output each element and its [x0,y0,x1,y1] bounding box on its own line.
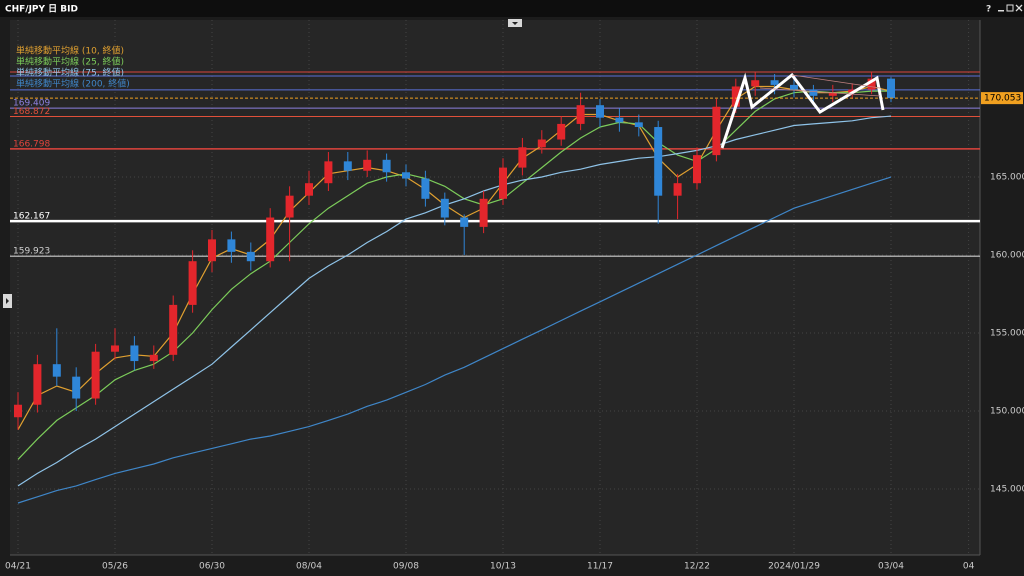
candle-body [208,239,216,262]
last-price-tag [981,92,1023,105]
candle-body [305,183,313,196]
x-tick-label: 06/30 [199,562,225,572]
x-tick-label: 04 [963,562,975,572]
candle-body [130,345,139,362]
candle-body [111,345,119,352]
candle-body [673,183,682,196]
candle-body [693,155,701,184]
y-tick-label: 155.000 [990,328,1024,338]
collapse-arrow [512,22,518,25]
candle-body [499,167,507,199]
candle-body [149,354,158,362]
candle-body [343,161,352,171]
candle-body [712,106,721,156]
x-tick-label: 05/26 [102,562,128,572]
candle-body [731,86,740,107]
candle-body [479,198,488,227]
candle-body [246,251,255,262]
price-line-label: 169.409 [13,99,50,109]
candle-body [72,376,81,399]
side-arrow [6,298,9,304]
ma-line [17,176,892,504]
ma-line [17,115,892,487]
candle-body [285,195,294,218]
candle-body [537,139,546,148]
legend-entry: 単純移動平均線 (25, 終値) [16,56,124,68]
candle-body [324,161,333,184]
ma-line [17,90,891,460]
x-tick-label: 04/21 [5,562,31,572]
price-line-label: 166.798 [13,139,50,149]
candle-body [227,239,236,252]
legend-entry: 単純移動平均線 (200, 終値) [16,78,130,90]
x-tick-label: 09/08 [393,562,419,572]
x-tick-label: 10/13 [490,562,516,572]
candle-body [615,117,624,123]
candle-body [596,105,604,118]
plot-area [10,20,980,555]
candle-body [188,261,197,305]
last-price-label: 170.053 [984,94,1021,104]
candle-body [828,92,837,96]
y-tick-label: 150.000 [990,406,1024,416]
price-line-label: 162.167 [13,212,50,222]
y-tick-label: 160.000 [990,250,1024,260]
price-line-label: 159.923 [13,247,50,257]
close-button[interactable] [1015,4,1023,12]
x-tick-label: 08/04 [296,562,322,572]
candle-body [402,172,410,179]
legend-entry: 単純移動平均線 (75, 終値) [16,67,124,79]
candle-body [518,147,527,168]
candle-body [440,198,449,218]
trend-annotation [759,74,881,97]
candle-body [169,304,178,355]
window-title: CHF/JPY 日 BID [5,4,78,15]
candle-body [809,89,818,96]
candle-body [33,364,42,405]
y-tick-label: 165.000 [990,172,1024,182]
candle-body [576,105,585,124]
candle-body [887,78,895,99]
plot-layers: 145.000 150.000 155.000 160.000 165.000 04/21… [5,20,1024,572]
candle-body [654,127,663,196]
candle-body [52,364,61,377]
x-tick-label: 03/04 [878,562,904,572]
candle-body [14,404,22,418]
candle-body [421,178,430,199]
candle-body [91,351,100,399]
help-button[interactable]: ? [986,5,991,15]
candle-body [790,84,798,90]
x-tick-label: 2024/01/29 [768,562,820,572]
x-tick-label: 12/22 [684,562,710,572]
minimize-button[interactable] [998,10,1004,12]
x-tick-label: 11/17 [587,562,613,572]
candle-body [363,159,372,171]
candle-body [867,78,876,90]
candle-body [382,159,391,173]
price-line-label: 168.872 [13,107,50,117]
candle-body [460,217,469,227]
legend-entry: 単純移動平均線 (10, 終値) [16,45,124,57]
y-tick-label: 145.000 [990,485,1024,495]
candle-body [557,123,566,140]
maximize-button[interactable] [1006,4,1014,12]
candle-body [751,80,760,87]
candle-body [770,80,779,85]
ma-line [17,85,892,430]
title-bar [0,0,1024,17]
candle-body [634,122,643,128]
candle-body [266,217,275,262]
